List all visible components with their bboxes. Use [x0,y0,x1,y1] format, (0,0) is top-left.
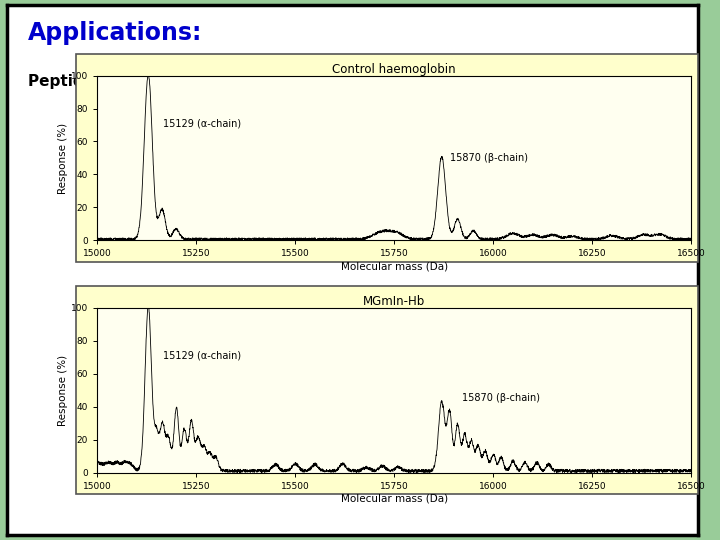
Title: MGmIn-Hb: MGmIn-Hb [363,295,426,308]
Text: 15129 (α-chain): 15129 (α-chain) [163,350,240,361]
X-axis label: Molecular mass (Da): Molecular mass (Da) [341,261,448,271]
Text: Applications:: Applications: [28,21,202,45]
X-axis label: Molecular mass (Da): Molecular mass (Da) [341,494,448,503]
Y-axis label: Response (%): Response (%) [58,123,68,193]
Y-axis label: Response (%): Response (%) [58,355,68,426]
Text: 15870 (β-chain): 15870 (β-chain) [462,394,539,403]
Text: 15129 (α-chain): 15129 (α-chain) [163,118,240,129]
Text: Peptide mapping of haemoglobin modified by methylglyoxal: Peptide mapping of haemoglobin modified … [28,74,545,89]
Text: 15870 (β-chain): 15870 (β-chain) [449,153,528,163]
Title: Control haemoglobin: Control haemoglobin [333,63,456,76]
